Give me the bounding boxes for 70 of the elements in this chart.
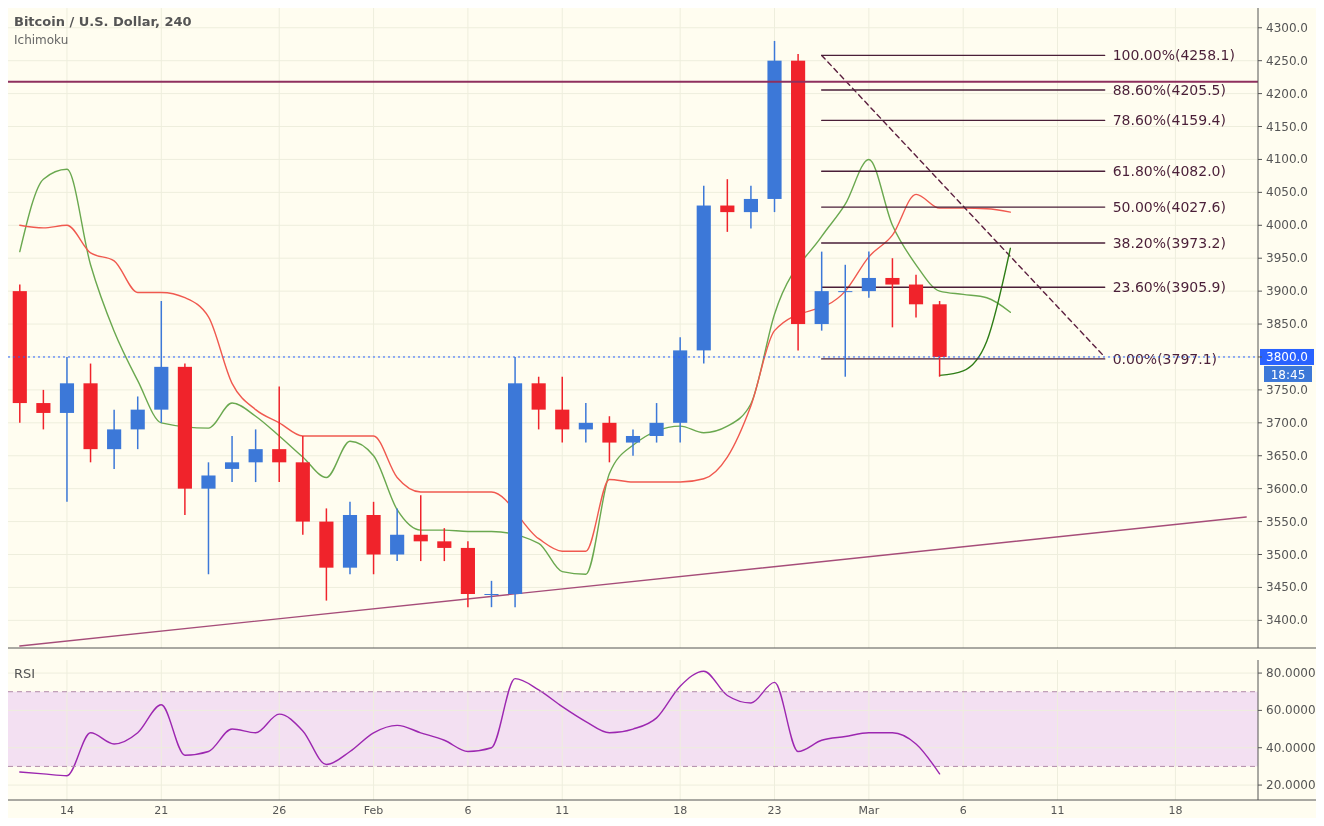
x-tick-label: 14 [59, 804, 74, 817]
candlestick [390, 507, 405, 562]
y-tick-label: 3650.0 [1266, 448, 1308, 463]
y-tick-label: 4050.0 [1266, 185, 1308, 200]
series-label: 61.80%(4082.0) [1112, 163, 1226, 180]
candlestick [838, 264, 853, 378]
text: Ichimoku [14, 33, 69, 47]
candlestick [578, 402, 593, 444]
y-tick-label: 3850.0 [1266, 317, 1308, 332]
x-tick-label: 18 [1168, 804, 1183, 817]
y-tick-label: 60.0000 [1266, 703, 1316, 718]
candlestick [413, 494, 428, 562]
y-tick-label: 4300.0 [1266, 20, 1308, 35]
y-tick-label: 3600.0 [1266, 481, 1308, 496]
candlestick [201, 461, 216, 576]
y-tick-label: 3950.0 [1266, 251, 1308, 266]
candlestick [861, 250, 876, 299]
y-tick-label: 4150.0 [1266, 119, 1308, 134]
candlestick [602, 415, 617, 464]
x-tick-label: 26 [272, 804, 287, 817]
y-tick-label: 4250.0 [1266, 53, 1308, 68]
y-tick-label: 3900.0 [1266, 284, 1308, 299]
y-tick-label: 20.0000 [1266, 778, 1316, 793]
x-tick-label: 23 [767, 804, 782, 817]
candlestick [224, 435, 240, 483]
series-label: 50.00%(4027.6) [1112, 199, 1226, 216]
y-tick-label: 4200.0 [1266, 86, 1308, 101]
candlestick [625, 428, 641, 457]
series-label: 100.00%(4258.1) [1112, 47, 1235, 64]
y-tick-label: 3700.0 [1266, 415, 1308, 430]
y-tick-label: 3750.0 [1266, 382, 1308, 397]
candlestick [743, 185, 758, 230]
series-label: 23.60%(3905.9) [1112, 279, 1226, 296]
series-label: 88.60%(4205.5) [1112, 81, 1226, 98]
text: 18:45 [1270, 367, 1306, 382]
x-tick-label: 11 [1050, 804, 1065, 817]
candlestick [555, 375, 570, 444]
line-series [938, 247, 1012, 377]
candlestick [484, 580, 499, 608]
y-tick-label: 3450.0 [1266, 580, 1308, 595]
candlestick [272, 385, 287, 483]
y-tick-label: 3550.0 [1266, 514, 1308, 529]
y-tick-label: 3500.0 [1266, 547, 1308, 562]
candlestick [130, 395, 145, 450]
x-tick-label: Feb [363, 804, 384, 817]
text: Bitcoin / U.S. Dollar, 240 [14, 14, 192, 29]
y-tick-label: 4100.0 [1266, 152, 1308, 167]
y-tick-label: 4000.0 [1266, 218, 1308, 233]
series-label: 0.00%(3797.1) [1112, 350, 1218, 367]
candlestick [437, 527, 452, 562]
candlestick [36, 389, 51, 431]
y-tick-label: 3800.0 [1266, 349, 1308, 364]
series-label: 78.60%(4159.4) [1112, 112, 1226, 129]
x-tick-label: 6 [464, 804, 472, 817]
x-tick-label: 11 [555, 804, 570, 817]
x-tick-label: Mar [858, 804, 880, 817]
candlestick [720, 178, 735, 233]
y-tick-label: 3400.0 [1266, 613, 1308, 628]
y-tick-label: 80.0000 [1266, 666, 1316, 681]
x-tick-label: 21 [154, 804, 169, 817]
candlestick [248, 428, 263, 483]
candlestick [649, 402, 664, 444]
text: RSI [14, 666, 36, 681]
x-tick-label: 18 [673, 804, 688, 817]
candlestick [885, 257, 900, 329]
series-label: 38.20%(3973.2) [1112, 234, 1226, 251]
candlestick [908, 273, 924, 319]
x-tick-label: 6 [959, 804, 967, 817]
y-tick-label: 40.0000 [1266, 740, 1316, 755]
candlestick [107, 408, 122, 470]
